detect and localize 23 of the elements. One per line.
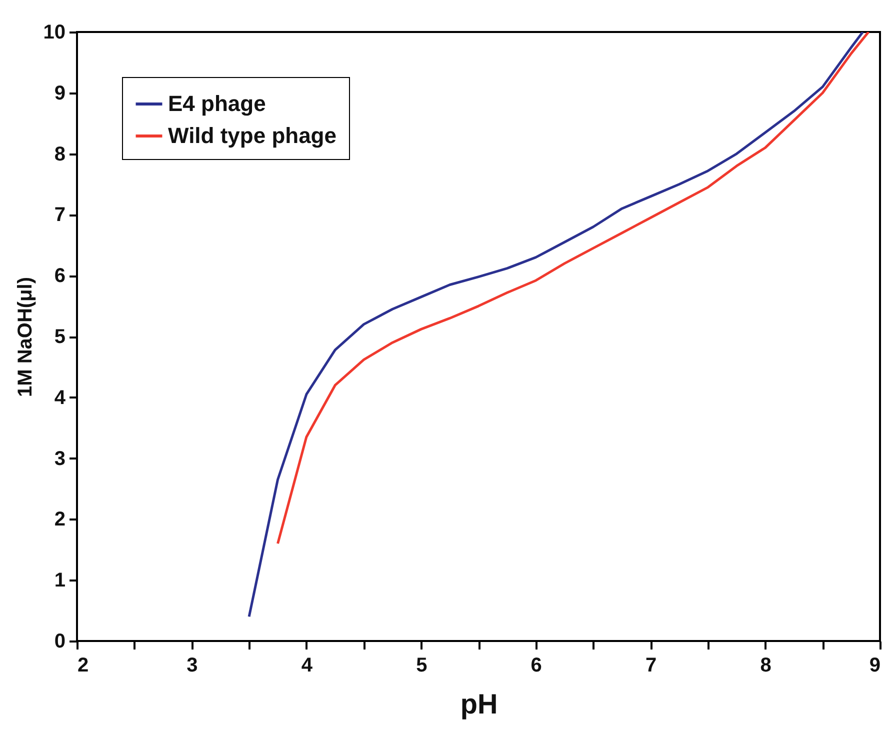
- x-tick-label: 7: [646, 654, 657, 676]
- y-axis-title: 1M NaOH(μl): [14, 276, 36, 398]
- legend-label: E4 phage: [168, 91, 266, 116]
- x-tick-label: 9: [869, 654, 880, 676]
- x-tick-label: 2: [78, 654, 89, 676]
- x-tick-label: 6: [530, 654, 542, 676]
- y-tick-label: 9: [54, 82, 66, 104]
- x-tick-label: 4: [301, 654, 314, 676]
- x-tick-label: 8: [760, 654, 772, 676]
- y-tick-label: 2: [54, 508, 66, 531]
- y-tick-label: 5: [54, 326, 66, 348]
- x-tick-label: 3: [186, 654, 198, 676]
- y-tick-label: 8: [54, 143, 66, 166]
- y-tick-label: 4: [54, 386, 66, 409]
- y-tick-label: 1: [54, 570, 66, 592]
- y-tick-label: 0: [54, 630, 66, 652]
- y-tick-label: 6: [54, 265, 66, 288]
- x-tick-label: 5: [416, 654, 428, 676]
- y-tick-label: 7: [54, 204, 66, 226]
- y-tick-label: 3: [54, 448, 66, 470]
- legend-label: Wild type phage: [168, 123, 336, 148]
- y-tick-label: 10: [43, 22, 66, 44]
- x-axis-title: pH: [460, 688, 498, 720]
